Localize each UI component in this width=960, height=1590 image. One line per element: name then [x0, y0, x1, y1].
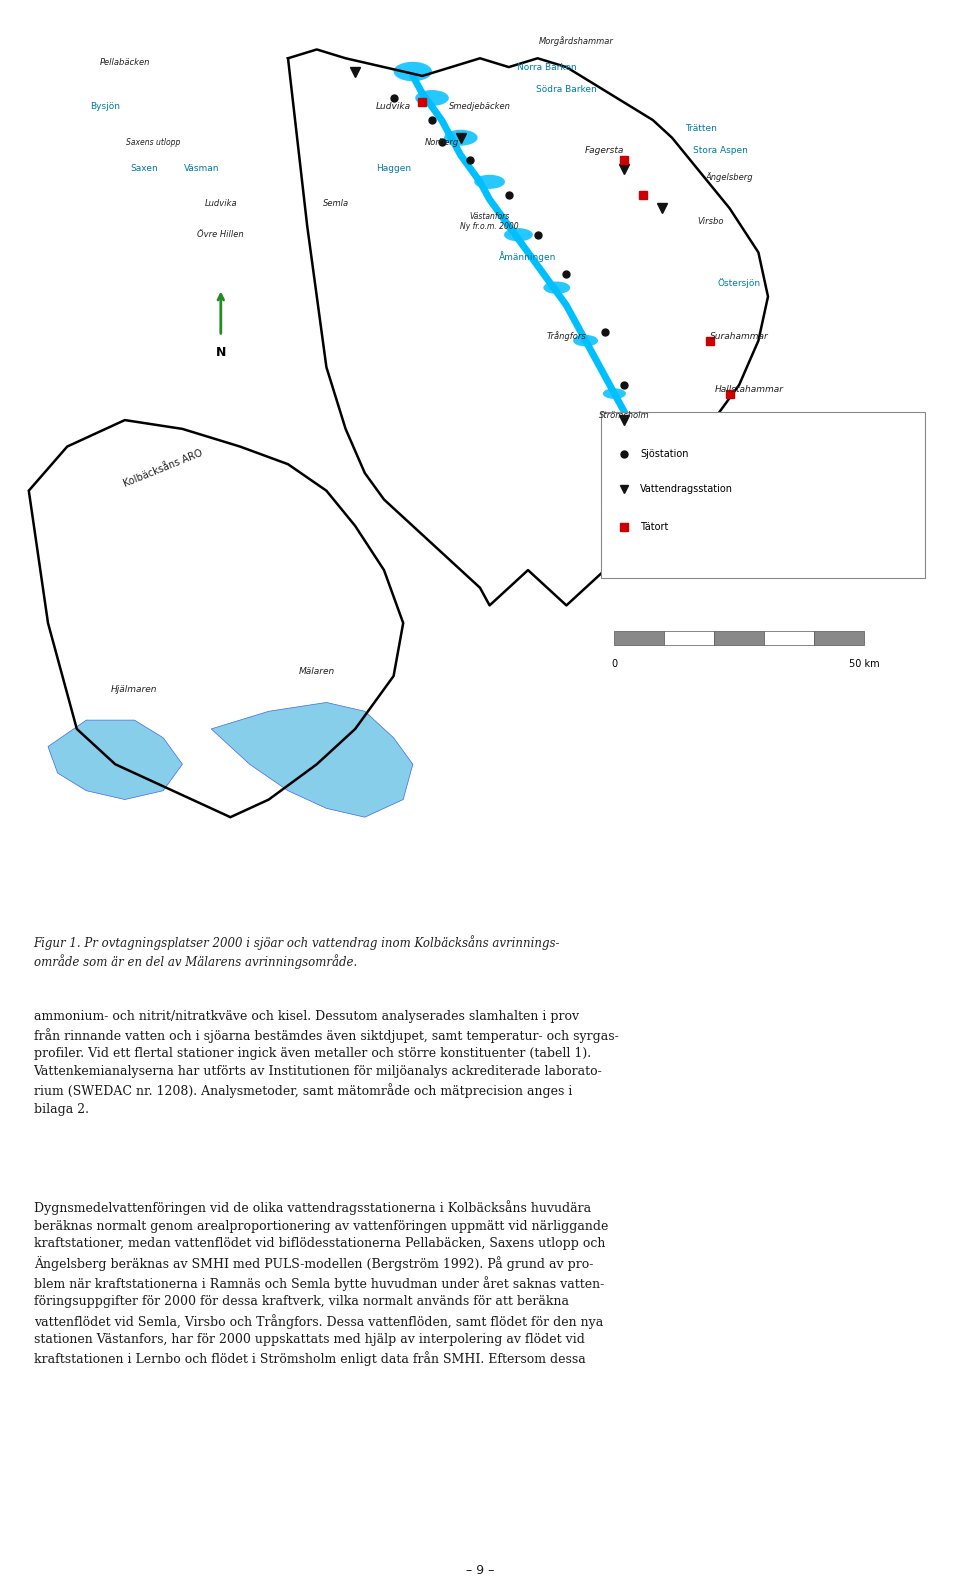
- Text: 50 km: 50 km: [849, 660, 879, 669]
- Text: Övre Hillen: Övre Hillen: [198, 231, 244, 238]
- Text: Surahammar: Surahammar: [709, 332, 769, 340]
- Text: Tätort: Tätort: [640, 522, 669, 533]
- Text: Morgårdshammar: Morgårdshammar: [539, 35, 613, 46]
- Text: Ludvika: Ludvika: [204, 199, 237, 208]
- Text: Virsbo: Virsbo: [697, 216, 724, 226]
- Text: Pellabäcken: Pellabäcken: [100, 59, 150, 67]
- Ellipse shape: [573, 335, 598, 347]
- Text: Dygnsmedelvattenföringen vid de olika vattendragsstationerna i Kolbäcksåns huvud: Dygnsmedelvattenföringen vid de olika va…: [34, 1200, 608, 1366]
- Text: Ludvika: Ludvika: [376, 102, 411, 111]
- Polygon shape: [48, 720, 182, 800]
- Text: 0: 0: [612, 660, 617, 669]
- Text: Saxens utlopp: Saxens utlopp: [127, 138, 180, 146]
- Text: Vattendragsstation: Vattendragsstation: [640, 483, 733, 494]
- Text: N: N: [216, 345, 226, 359]
- Text: ammonium- och nitrit/nitratkväve och kisel. Dessutom analyserades slamhalten i p: ammonium- och nitrit/nitratkväve och kis…: [34, 1010, 618, 1116]
- FancyBboxPatch shape: [601, 412, 925, 577]
- Text: Semla: Semla: [323, 199, 349, 208]
- Text: Mälaren: Mälaren: [299, 668, 335, 676]
- FancyBboxPatch shape: [19, 32, 941, 914]
- Text: Väsman: Väsman: [184, 164, 219, 173]
- Text: Stora Aspen: Stora Aspen: [692, 146, 748, 156]
- Text: Figur 1. Pr ovtagningsplatser 2000 i sjöar och vattendrag inom Kolbäcksåns avrin: Figur 1. Pr ovtagningsplatser 2000 i sjö…: [34, 935, 560, 970]
- Text: Trångfors: Trångfors: [546, 331, 587, 342]
- Text: Hjälmaren: Hjälmaren: [111, 685, 157, 693]
- FancyBboxPatch shape: [714, 631, 764, 646]
- Ellipse shape: [444, 130, 477, 146]
- Polygon shape: [211, 703, 413, 817]
- Text: Norra Barken: Norra Barken: [517, 62, 577, 72]
- FancyBboxPatch shape: [614, 631, 664, 646]
- Text: Norberg: Norberg: [424, 138, 459, 146]
- Ellipse shape: [474, 175, 505, 189]
- Ellipse shape: [543, 281, 570, 294]
- Text: Västanfors
Ny fr.o.m. 2000: Västanfors Ny fr.o.m. 2000: [460, 211, 519, 231]
- Text: Hallstahammar: Hallstahammar: [714, 385, 783, 394]
- FancyBboxPatch shape: [814, 631, 864, 646]
- Ellipse shape: [603, 388, 626, 399]
- Ellipse shape: [415, 91, 449, 107]
- Text: Haggen: Haggen: [376, 164, 411, 173]
- Text: Trätten: Trätten: [684, 124, 717, 134]
- FancyBboxPatch shape: [664, 631, 714, 646]
- Ellipse shape: [504, 227, 533, 242]
- FancyBboxPatch shape: [764, 631, 814, 646]
- Text: Södra Barken: Södra Barken: [536, 84, 597, 94]
- Ellipse shape: [623, 432, 644, 442]
- Text: – 9 –: – 9 –: [466, 1565, 494, 1577]
- Text: Sjöstation: Sjöstation: [640, 448, 689, 460]
- Text: Kolbäcksåns ARO: Kolbäcksåns ARO: [122, 448, 204, 490]
- Text: Smedjebäcken: Smedjebäcken: [449, 102, 511, 111]
- Text: Bysjön: Bysjön: [90, 102, 121, 111]
- Text: Östersjön: Östersjön: [718, 278, 760, 288]
- Text: Fagersta: Fagersta: [585, 146, 625, 156]
- Text: Saxen: Saxen: [131, 164, 157, 173]
- Text: Åmänningen: Åmänningen: [499, 251, 557, 262]
- Text: Ängelsberg: Ängelsberg: [706, 172, 754, 183]
- Text: Strömsholm: Strömsholm: [599, 412, 649, 420]
- Ellipse shape: [394, 62, 432, 81]
